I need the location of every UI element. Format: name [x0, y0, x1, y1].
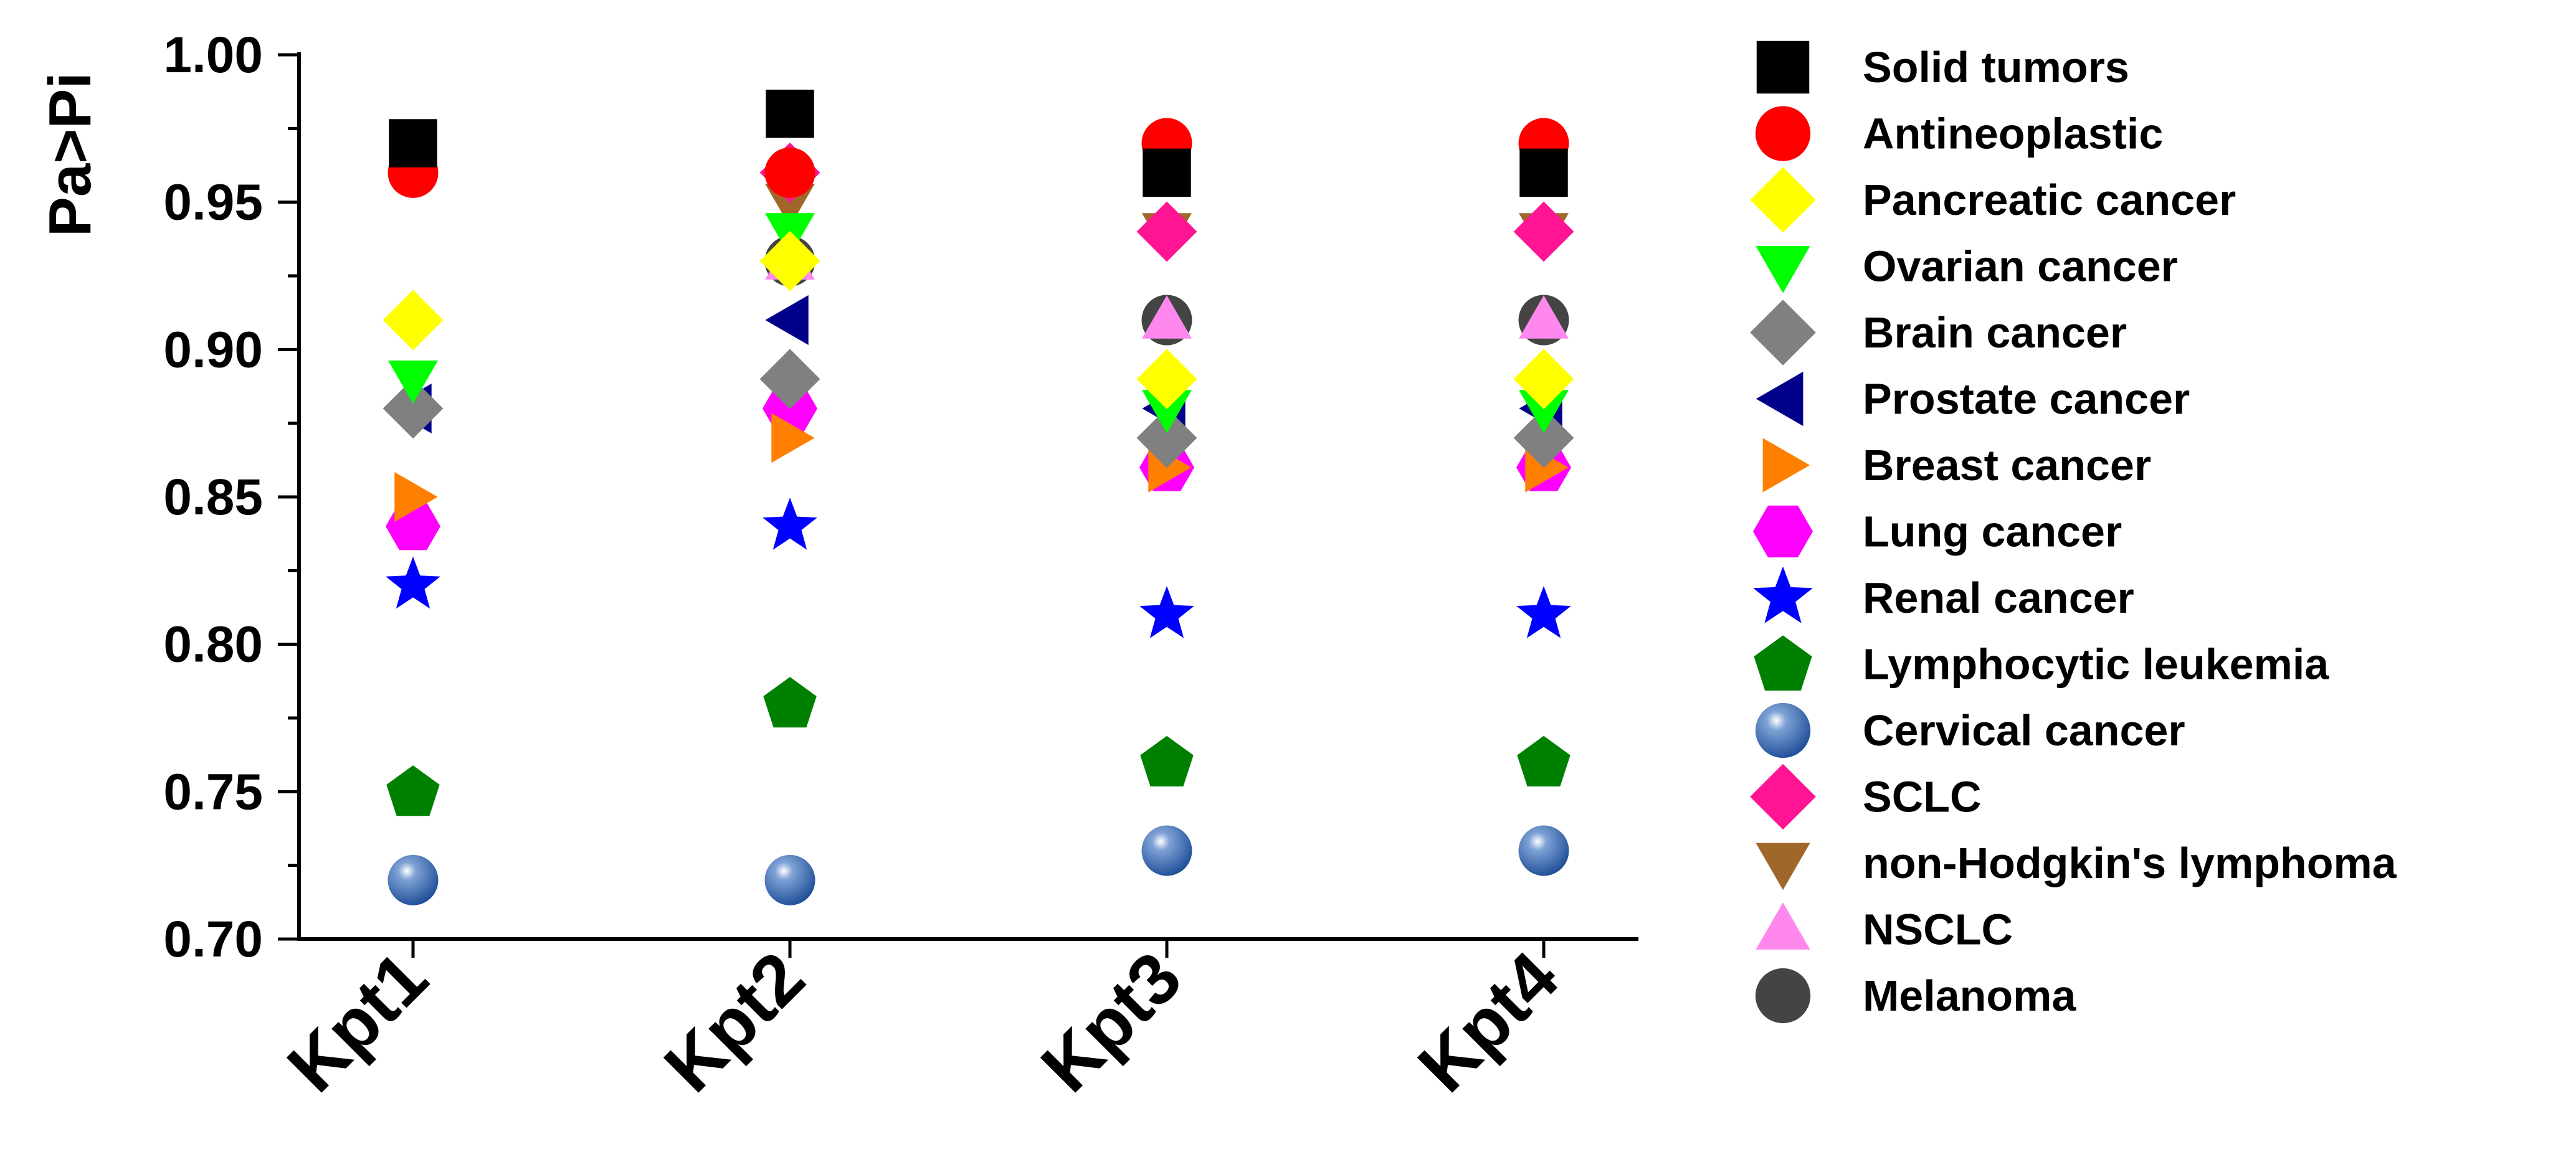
data-point	[1519, 148, 1568, 197]
data-point	[1136, 407, 1197, 468]
legend-label: Lymphocytic leukemia	[1863, 640, 2329, 689]
legend-item: Lymphocytic leukemia	[1754, 635, 2329, 691]
plot-area: 0.70 0.75 0.80 0.85 0.90 0.95 1.00 Pa>Pi Kpt1 Kpt…	[37, 27, 1638, 1107]
data-point	[1139, 586, 1194, 638]
legend-marker	[1755, 106, 1811, 161]
data-point	[759, 230, 820, 291]
data-point	[1513, 407, 1574, 468]
data-point	[759, 349, 820, 410]
legend-label: Melanoma	[1863, 971, 2076, 1020]
y-tick-label: 0.70	[163, 911, 263, 968]
legend-marker	[1750, 300, 1816, 366]
data-point	[763, 498, 817, 550]
y-tick-label: 0.75	[163, 763, 263, 820]
legend-item: Lung cancer	[1753, 505, 2122, 558]
legend-label: Lung cancer	[1863, 508, 2122, 556]
legend-item: Prostate cancer	[1756, 371, 2190, 427]
data-point	[394, 472, 438, 522]
data-point	[386, 556, 440, 609]
data-point	[1517, 735, 1571, 786]
legend-marker	[1762, 438, 1810, 493]
data-point	[765, 295, 809, 345]
data-point	[1136, 349, 1197, 410]
data-point	[1519, 295, 1569, 339]
legend-marker	[1755, 702, 1811, 758]
data-point	[387, 854, 439, 905]
data-point	[1141, 825, 1192, 876]
data-point	[1136, 201, 1197, 262]
legend: Solid tumors Antineoplastic Pancreatic can…	[1750, 40, 2397, 1024]
data-point	[1519, 390, 1569, 433]
data-point	[1143, 148, 1191, 197]
legend-marker	[1756, 246, 1810, 293]
data-point	[1140, 735, 1194, 786]
x-tick-label: Kpt1	[272, 937, 442, 1107]
y-axis-label: Pa>Pi	[37, 72, 103, 237]
data-point	[1142, 390, 1192, 433]
data-point	[1518, 825, 1569, 876]
data-point	[771, 413, 815, 463]
legend-marker	[1753, 566, 1813, 623]
legend-label: SCLC	[1863, 773, 1982, 821]
legend-marker	[1750, 167, 1816, 233]
legend-label: Brain cancer	[1863, 308, 2127, 357]
data-point	[1513, 349, 1574, 410]
legend-marker	[1756, 902, 1810, 950]
legend-marker	[1756, 40, 1810, 94]
data-point	[764, 147, 815, 198]
data-point	[389, 119, 437, 168]
data-point	[388, 361, 438, 404]
y-tick-label: 0.90	[163, 321, 263, 378]
legend-label: Cervical cancer	[1863, 706, 2185, 755]
legend-item: Pancreatic cancer	[1750, 167, 2236, 233]
legend-item: Ovarian cancer	[1756, 242, 2178, 293]
y-tick-label: 0.85	[163, 469, 263, 526]
legend-label: Prostate cancer	[1863, 375, 2190, 423]
legend-label: Solid tumors	[1863, 43, 2129, 92]
legend-item: Renal cancer	[1753, 566, 2134, 623]
legend-label: Pancreatic cancer	[1863, 176, 2236, 224]
data-point	[383, 378, 444, 439]
legend-marker	[1755, 968, 1811, 1024]
legend-label: Ovarian cancer	[1863, 242, 2178, 291]
data-point	[1142, 295, 1192, 339]
legend-item: Melanoma	[1755, 968, 2076, 1024]
legend-item: Solid tumors	[1756, 40, 2129, 94]
legend-item: Antineoplastic	[1755, 106, 2163, 161]
legend-marker	[1753, 505, 1813, 558]
data-point	[766, 89, 814, 138]
data-point	[1513, 201, 1574, 262]
data-point	[383, 290, 444, 351]
legend-marker	[1750, 763, 1816, 830]
legend-item: non-Hodgkin's lymphoma	[1756, 839, 2397, 890]
legend-marker	[1754, 635, 1812, 691]
legend-item: Cervical cancer	[1755, 702, 2185, 758]
data-point	[763, 677, 817, 728]
legend-label: Breast cancer	[1863, 441, 2151, 489]
legend-label: Antineoplastic	[1863, 110, 2163, 158]
legend-item: Brain cancer	[1750, 300, 2127, 366]
legend-item: Breast cancer	[1762, 438, 2151, 493]
x-tick-label: Kpt2	[649, 937, 819, 1107]
legend-label: NSCLC	[1863, 905, 2013, 954]
y-tick-label: 0.95	[163, 174, 263, 231]
data-point	[386, 765, 440, 816]
data-point	[1516, 586, 1571, 638]
y-tick-label: 1.00	[163, 27, 263, 83]
x-tick-label: Kpt3	[1025, 937, 1196, 1107]
x-tick-label: Kpt4	[1402, 937, 1573, 1107]
legend-item: NSCLC	[1756, 902, 2013, 954]
legend-marker	[1756, 843, 1810, 890]
legend-marker	[1756, 371, 1804, 427]
y-tick-label: 0.80	[163, 616, 263, 673]
legend-label: non-Hodgkin's lymphoma	[1863, 839, 2397, 887]
data-point	[764, 854, 815, 905]
legend-label: Renal cancer	[1863, 574, 2134, 622]
legend-item: SCLC	[1750, 763, 1982, 830]
